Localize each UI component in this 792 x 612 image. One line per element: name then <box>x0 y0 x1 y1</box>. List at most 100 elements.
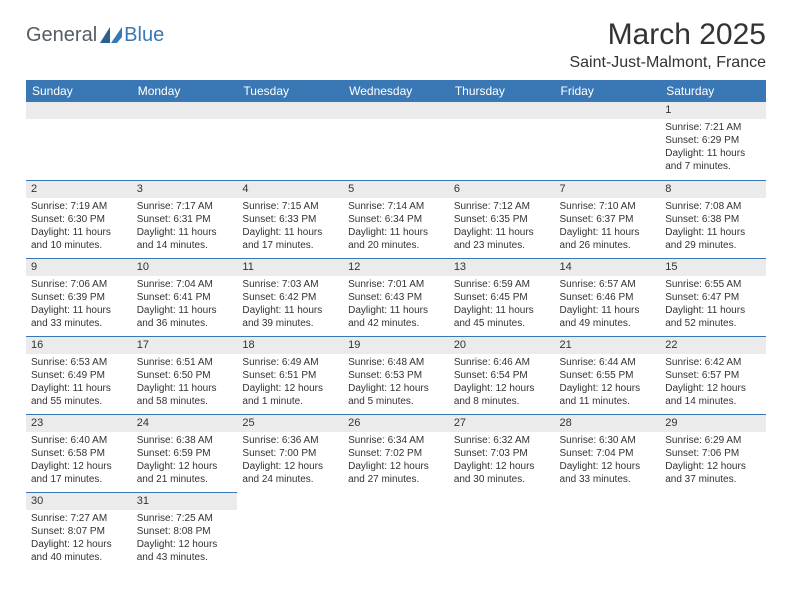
day-number: 24 <box>132 415 238 432</box>
sunset-line: Sunset: 6:54 PM <box>454 369 550 382</box>
daylight-line: Daylight: 11 hours and 45 minutes. <box>454 304 550 330</box>
day-number: 7 <box>555 181 661 198</box>
day-number: 6 <box>449 181 555 198</box>
day-number: 9 <box>26 259 132 276</box>
day-details: Sunrise: 6:38 AMSunset: 6:59 PMDaylight:… <box>132 432 238 490</box>
day-number: 30 <box>26 493 132 510</box>
calendar-day-cell <box>555 102 661 180</box>
logo: General Blue <box>26 24 164 47</box>
calendar-week-row: 2Sunrise: 7:19 AMSunset: 6:30 PMDaylight… <box>26 180 766 258</box>
daylight-line: Daylight: 12 hours and 21 minutes. <box>137 460 233 486</box>
calendar-day-cell: 27Sunrise: 6:32 AMSunset: 7:03 PMDayligh… <box>449 414 555 492</box>
day-details: Sunrise: 6:34 AMSunset: 7:02 PMDaylight:… <box>343 432 449 490</box>
day-details: Sunrise: 7:17 AMSunset: 6:31 PMDaylight:… <box>132 198 238 256</box>
sunset-line: Sunset: 6:39 PM <box>31 291 127 304</box>
calendar-day-cell <box>449 102 555 180</box>
sunrise-line: Sunrise: 7:25 AM <box>137 512 233 525</box>
day-details: Sunrise: 6:29 AMSunset: 7:06 PMDaylight:… <box>660 432 766 490</box>
daylight-line: Daylight: 12 hours and 27 minutes. <box>348 460 444 486</box>
day-number-empty <box>449 102 555 119</box>
calendar-day-cell: 24Sunrise: 6:38 AMSunset: 6:59 PMDayligh… <box>132 414 238 492</box>
sunrise-line: Sunrise: 6:40 AM <box>31 434 127 447</box>
daylight-line: Daylight: 11 hours and 55 minutes. <box>31 382 127 408</box>
day-details: Sunrise: 6:46 AMSunset: 6:54 PMDaylight:… <box>449 354 555 412</box>
day-number: 8 <box>660 181 766 198</box>
logo-text-general: General <box>26 24 97 47</box>
month-title: March 2025 <box>569 18 766 52</box>
sunset-line: Sunset: 6:58 PM <box>31 447 127 460</box>
calendar-day-cell: 2Sunrise: 7:19 AMSunset: 6:30 PMDaylight… <box>26 180 132 258</box>
daylight-line: Daylight: 11 hours and 14 minutes. <box>137 226 233 252</box>
calendar-day-cell: 8Sunrise: 7:08 AMSunset: 6:38 PMDaylight… <box>660 180 766 258</box>
weekday-header: Tuesday <box>237 80 343 102</box>
day-number: 26 <box>343 415 449 432</box>
sunrise-line: Sunrise: 6:38 AM <box>137 434 233 447</box>
day-details: Sunrise: 6:30 AMSunset: 7:04 PMDaylight:… <box>555 432 661 490</box>
sunset-line: Sunset: 6:55 PM <box>560 369 656 382</box>
daylight-line: Daylight: 11 hours and 49 minutes. <box>560 304 656 330</box>
day-number: 28 <box>555 415 661 432</box>
day-number: 15 <box>660 259 766 276</box>
day-number: 21 <box>555 337 661 354</box>
day-details: Sunrise: 7:15 AMSunset: 6:33 PMDaylight:… <box>237 198 343 256</box>
sunset-line: Sunset: 6:59 PM <box>137 447 233 460</box>
calendar-day-cell <box>660 492 766 570</box>
daylight-line: Daylight: 11 hours and 52 minutes. <box>665 304 761 330</box>
day-details: Sunrise: 7:19 AMSunset: 6:30 PMDaylight:… <box>26 198 132 256</box>
location-label: Saint-Just-Malmont, France <box>569 54 766 72</box>
sunrise-line: Sunrise: 7:10 AM <box>560 200 656 213</box>
day-details: Sunrise: 6:42 AMSunset: 6:57 PMDaylight:… <box>660 354 766 412</box>
day-details: Sunrise: 6:55 AMSunset: 6:47 PMDaylight:… <box>660 276 766 334</box>
calendar-day-cell <box>449 492 555 570</box>
sunset-line: Sunset: 6:38 PM <box>665 213 761 226</box>
calendar-week-row: 30Sunrise: 7:27 AMSunset: 8:07 PMDayligh… <box>26 492 766 570</box>
daylight-line: Daylight: 12 hours and 43 minutes. <box>137 538 233 564</box>
day-number: 25 <box>237 415 343 432</box>
calendar-day-cell: 21Sunrise: 6:44 AMSunset: 6:55 PMDayligh… <box>555 336 661 414</box>
sunset-line: Sunset: 7:00 PM <box>242 447 338 460</box>
sunrise-line: Sunrise: 7:12 AM <box>454 200 550 213</box>
sunrise-line: Sunrise: 6:59 AM <box>454 278 550 291</box>
sunrise-line: Sunrise: 6:57 AM <box>560 278 656 291</box>
logo-text-blue: Blue <box>124 24 164 47</box>
sunset-line: Sunset: 7:06 PM <box>665 447 761 460</box>
sunrise-line: Sunrise: 7:14 AM <box>348 200 444 213</box>
sunrise-line: Sunrise: 6:48 AM <box>348 356 444 369</box>
sunset-line: Sunset: 6:50 PM <box>137 369 233 382</box>
day-details: Sunrise: 6:44 AMSunset: 6:55 PMDaylight:… <box>555 354 661 412</box>
sunset-line: Sunset: 7:03 PM <box>454 447 550 460</box>
day-number: 29 <box>660 415 766 432</box>
day-number: 16 <box>26 337 132 354</box>
calendar-day-cell: 19Sunrise: 6:48 AMSunset: 6:53 PMDayligh… <box>343 336 449 414</box>
daylight-line: Daylight: 11 hours and 17 minutes. <box>242 226 338 252</box>
sunrise-line: Sunrise: 6:49 AM <box>242 356 338 369</box>
day-details: Sunrise: 6:51 AMSunset: 6:50 PMDaylight:… <box>132 354 238 412</box>
page-header: General Blue March 2025 Saint-Just-Malmo… <box>26 18 766 72</box>
day-details: Sunrise: 6:40 AMSunset: 6:58 PMDaylight:… <box>26 432 132 490</box>
sunset-line: Sunset: 6:53 PM <box>348 369 444 382</box>
day-number: 1 <box>660 102 766 119</box>
sunset-line: Sunset: 6:37 PM <box>560 213 656 226</box>
calendar-day-cell: 23Sunrise: 6:40 AMSunset: 6:58 PMDayligh… <box>26 414 132 492</box>
day-number: 11 <box>237 259 343 276</box>
sunset-line: Sunset: 6:29 PM <box>665 134 761 147</box>
calendar-day-cell: 12Sunrise: 7:01 AMSunset: 6:43 PMDayligh… <box>343 258 449 336</box>
sunset-line: Sunset: 6:45 PM <box>454 291 550 304</box>
day-details: Sunrise: 6:57 AMSunset: 6:46 PMDaylight:… <box>555 276 661 334</box>
sunrise-line: Sunrise: 6:29 AM <box>665 434 761 447</box>
day-details: Sunrise: 7:12 AMSunset: 6:35 PMDaylight:… <box>449 198 555 256</box>
weekday-header: Monday <box>132 80 238 102</box>
calendar-day-cell: 17Sunrise: 6:51 AMSunset: 6:50 PMDayligh… <box>132 336 238 414</box>
calendar-day-cell <box>237 102 343 180</box>
weekday-header: Wednesday <box>343 80 449 102</box>
sunset-line: Sunset: 7:04 PM <box>560 447 656 460</box>
daylight-line: Daylight: 11 hours and 29 minutes. <box>665 226 761 252</box>
sunset-line: Sunset: 6:41 PM <box>137 291 233 304</box>
day-number: 2 <box>26 181 132 198</box>
calendar-day-cell: 31Sunrise: 7:25 AMSunset: 8:08 PMDayligh… <box>132 492 238 570</box>
day-details: Sunrise: 6:53 AMSunset: 6:49 PMDaylight:… <box>26 354 132 412</box>
calendar-day-cell <box>343 102 449 180</box>
daylight-line: Daylight: 12 hours and 40 minutes. <box>31 538 127 564</box>
sunrise-line: Sunrise: 7:04 AM <box>137 278 233 291</box>
sunrise-line: Sunrise: 7:15 AM <box>242 200 338 213</box>
